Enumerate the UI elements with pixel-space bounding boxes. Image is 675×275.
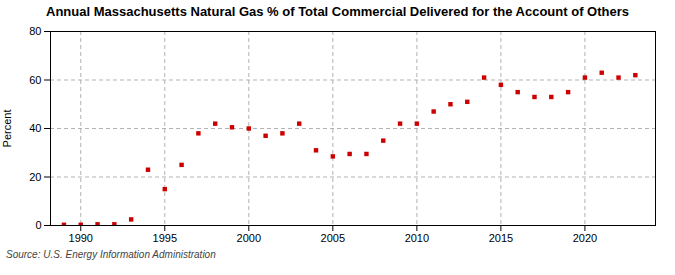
html-text:Annual Massachusetts Natural G: Annual Massachusetts Natural Gas % of To…: [46, 4, 629, 19]
svg-text:2020: 2020: [573, 232, 597, 244]
svg-text:2005: 2005: [321, 232, 345, 244]
svg-text:20: 20: [29, 171, 41, 183]
svg-text:Percent: Percent: [1, 110, 13, 148]
svg-text:2010: 2010: [405, 232, 429, 244]
html-text:Source: U.S. Energy Informatio: Source: U.S. Energy Information Administ…: [6, 249, 216, 260]
svg-text:1990: 1990: [69, 232, 93, 244]
svg-text:0: 0: [35, 219, 41, 231]
svg-text:2000: 2000: [237, 232, 261, 244]
svg-text:1995: 1995: [153, 232, 177, 244]
svg-text:40: 40: [29, 122, 41, 134]
svg-text:60: 60: [29, 74, 41, 86]
svg-text:2015: 2015: [489, 232, 513, 244]
svg-text:80: 80: [29, 25, 41, 37]
